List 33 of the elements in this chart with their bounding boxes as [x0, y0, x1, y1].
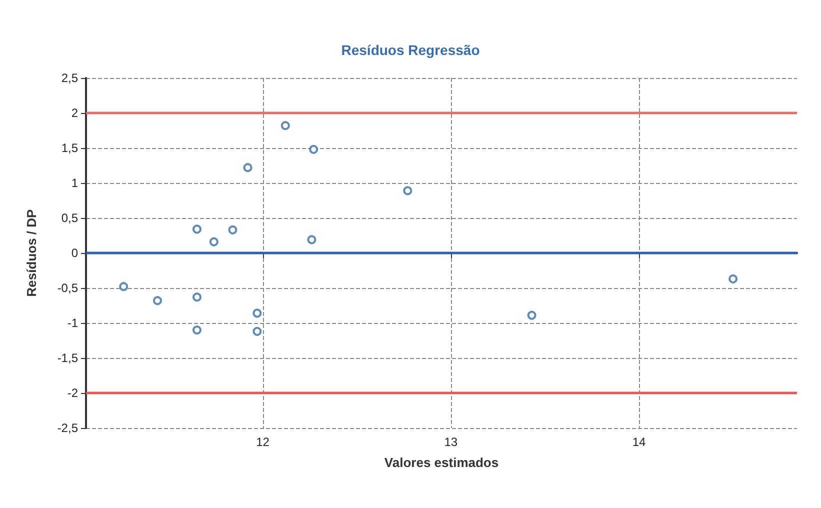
y-tick-label: -2 [67, 386, 78, 400]
point [252, 308, 262, 318]
y-tick-label: -2,5 [57, 421, 78, 435]
x-axis-title: Valores estimados [384, 455, 499, 470]
point [307, 235, 316, 244]
chart-title: Resíduos Regressão [341, 42, 480, 58]
point [152, 296, 162, 306]
y-tick-label: 2 [71, 106, 78, 120]
y-tick-label: 2,5 [61, 71, 78, 85]
point [280, 121, 290, 130]
point [728, 274, 738, 284]
y-tick-label: -1,5 [57, 351, 78, 365]
point [119, 282, 128, 292]
x-tick-label: 13 [444, 435, 458, 449]
y-axis-title: Resíduos / DP [24, 208, 39, 297]
point [309, 144, 318, 154]
point [228, 225, 238, 234]
point [192, 224, 202, 234]
y-tick-label: 0,5 [61, 211, 78, 225]
point [192, 292, 202, 302]
x-tick-label: 14 [632, 435, 646, 449]
point [243, 163, 252, 172]
y-tick-label: 0 [71, 246, 78, 260]
point [209, 237, 218, 246]
point [192, 326, 202, 334]
y-tick-label: -0,5 [57, 281, 78, 295]
y-tick-label: 1 [71, 176, 78, 190]
x-tick-label: 12 [256, 435, 270, 449]
y-tick-label: -1 [67, 316, 78, 330]
point [403, 186, 412, 196]
point [252, 326, 262, 336]
y-tick-label: 1,5 [61, 141, 78, 155]
point [527, 310, 536, 320]
